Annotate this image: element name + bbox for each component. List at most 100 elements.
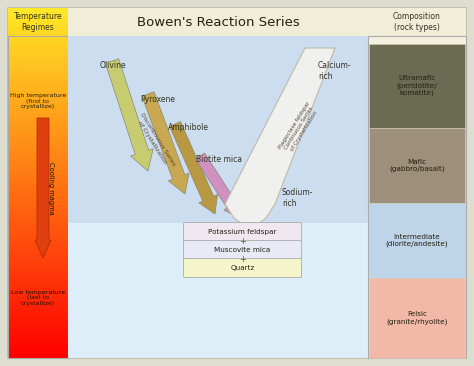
- Bar: [8, 266, 68, 270]
- Bar: [8, 16, 68, 21]
- Bar: [8, 121, 68, 126]
- Bar: [8, 12, 68, 17]
- Bar: [8, 200, 68, 205]
- Bar: [8, 100, 68, 104]
- Bar: [8, 8, 466, 36]
- Bar: [8, 283, 68, 288]
- Text: Biotite mica: Biotite mica: [196, 156, 242, 164]
- Text: Calcium-
rich: Calcium- rich: [318, 61, 352, 81]
- FancyBboxPatch shape: [183, 258, 301, 277]
- Bar: [8, 82, 68, 87]
- Bar: [8, 73, 68, 78]
- Bar: [8, 213, 68, 218]
- FancyArrow shape: [105, 59, 153, 171]
- Bar: [8, 7, 68, 12]
- Bar: [8, 292, 68, 297]
- Bar: [8, 217, 68, 223]
- Text: Bowen's Reaction Series: Bowen's Reaction Series: [137, 15, 300, 29]
- Bar: [8, 340, 68, 345]
- Bar: [8, 126, 68, 131]
- Bar: [369, 203, 465, 278]
- Bar: [8, 51, 68, 56]
- Text: Temperature
Regimes: Temperature Regimes: [14, 12, 62, 32]
- Bar: [8, 327, 68, 332]
- Bar: [8, 195, 68, 201]
- FancyArrow shape: [170, 122, 218, 214]
- Bar: [8, 112, 68, 117]
- Text: Felsic
(granite/rhyolite): Felsic (granite/rhyolite): [386, 311, 447, 325]
- Text: +: +: [239, 237, 246, 246]
- Text: Composition
(rock types): Composition (rock types): [393, 12, 441, 32]
- Bar: [8, 38, 68, 43]
- Bar: [8, 104, 68, 109]
- Bar: [8, 296, 68, 301]
- Bar: [8, 244, 68, 249]
- Bar: [8, 309, 68, 314]
- Bar: [8, 36, 68, 358]
- Bar: [8, 47, 68, 52]
- Bar: [8, 64, 68, 69]
- Bar: [8, 152, 68, 157]
- Bar: [8, 134, 68, 139]
- Bar: [8, 344, 68, 349]
- Bar: [8, 86, 68, 91]
- Bar: [368, 36, 466, 358]
- Text: Muscovite mica: Muscovite mica: [214, 247, 271, 253]
- Bar: [8, 165, 68, 170]
- Bar: [8, 156, 68, 161]
- Bar: [8, 161, 68, 165]
- Bar: [8, 130, 68, 135]
- Text: Ultramafic
(peridotite/
komatite): Ultramafic (peridotite/ komatite): [397, 75, 438, 97]
- Bar: [8, 187, 68, 192]
- Bar: [369, 44, 465, 128]
- Text: Discontinuous Series
of Crystallization: Discontinuous Series of Crystallization: [134, 112, 176, 170]
- Bar: [8, 331, 68, 336]
- Bar: [8, 147, 68, 152]
- Text: Plagioclase feldspar
Continuous Series
of Crystallization: Plagioclase feldspar Continuous Series o…: [277, 100, 320, 156]
- Text: +: +: [239, 255, 246, 264]
- Text: High temperature
(first to
crystallize): High temperature (first to crystallize): [10, 93, 66, 109]
- Bar: [8, 178, 68, 183]
- Text: Olivine: Olivine: [100, 61, 127, 71]
- Bar: [8, 314, 68, 319]
- Polygon shape: [225, 48, 335, 230]
- Bar: [8, 261, 68, 266]
- Bar: [8, 183, 68, 187]
- Text: Potassium feldspar: Potassium feldspar: [208, 229, 277, 235]
- Bar: [68, 36, 368, 358]
- Bar: [8, 288, 68, 292]
- Bar: [8, 91, 68, 96]
- Bar: [8, 174, 68, 179]
- Bar: [8, 300, 68, 306]
- Bar: [8, 60, 68, 65]
- Bar: [8, 235, 68, 240]
- Bar: [68, 223, 368, 358]
- Text: Cooling magma: Cooling magma: [48, 162, 54, 214]
- Bar: [8, 169, 68, 174]
- FancyArrow shape: [35, 118, 51, 258]
- Bar: [8, 353, 68, 358]
- Bar: [8, 204, 68, 209]
- Bar: [8, 209, 68, 214]
- FancyBboxPatch shape: [183, 223, 301, 242]
- Bar: [8, 257, 68, 262]
- Bar: [8, 279, 68, 284]
- Bar: [8, 222, 68, 227]
- Bar: [8, 143, 68, 148]
- Bar: [8, 139, 68, 143]
- FancyBboxPatch shape: [183, 240, 301, 259]
- Bar: [8, 117, 68, 122]
- Bar: [8, 69, 68, 74]
- Text: Quartz: Quartz: [230, 265, 255, 271]
- Text: Mafic
(gabbro/basalt): Mafic (gabbro/basalt): [389, 159, 445, 172]
- Bar: [8, 56, 68, 60]
- Bar: [8, 274, 68, 279]
- Text: Intermediate
(diorite/andesite): Intermediate (diorite/andesite): [386, 234, 448, 247]
- Bar: [8, 336, 68, 340]
- Bar: [8, 95, 68, 100]
- Bar: [8, 20, 68, 26]
- Bar: [369, 278, 465, 358]
- Text: Sodium-
rich: Sodium- rich: [282, 188, 313, 208]
- Bar: [8, 42, 68, 47]
- FancyArrow shape: [195, 153, 240, 218]
